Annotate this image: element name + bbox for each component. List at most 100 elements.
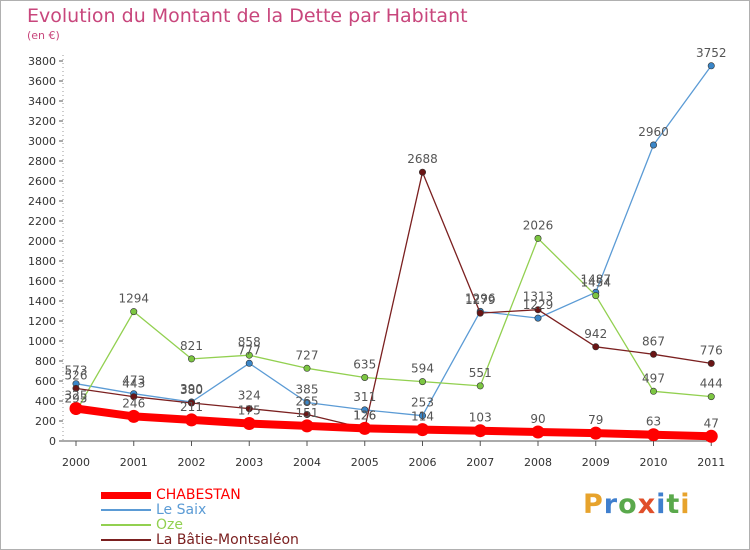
data-point [476, 382, 484, 390]
y-tick-label: 200 [35, 415, 56, 428]
legend-item-le-saix: Le Saix [101, 502, 206, 518]
x-tick-label: 2001 [120, 456, 148, 469]
legend-item-chabestan: CHABESTAN [101, 487, 241, 503]
y-tick-label: 600 [35, 375, 56, 388]
data-label: 858 [238, 335, 261, 349]
data-label: 727 [296, 348, 319, 362]
logo-letter: t [666, 489, 681, 520]
x-tick-label: 2009 [582, 456, 610, 469]
data-label: 380 [180, 383, 203, 397]
data-point [531, 425, 545, 439]
x-tick-label: 2008 [524, 456, 552, 469]
data-point [127, 409, 141, 423]
x-tick-label: 2011 [697, 456, 725, 469]
data-label: 1454 [580, 276, 611, 290]
data-point [300, 419, 314, 433]
data-label: 821 [180, 339, 203, 353]
data-label: 942 [584, 327, 607, 341]
logo-letter: x [637, 489, 657, 520]
data-point [69, 402, 83, 415]
data-label: 551 [469, 366, 492, 380]
data-label: 295 [65, 392, 88, 406]
data-point [647, 428, 660, 442]
data-label: 63 [646, 415, 661, 429]
data-point [358, 421, 372, 435]
series-layer [69, 62, 718, 443]
legend-item-oze: Oze [101, 517, 183, 533]
x-tick-label: 2010 [640, 456, 668, 469]
data-label: 1294 [118, 292, 149, 306]
x-tick-label: 2005 [351, 456, 379, 469]
y-tick-label: 2200 [28, 215, 56, 228]
data-point [534, 314, 542, 322]
x-tick-label: 2006 [409, 456, 437, 469]
data-point [649, 350, 657, 358]
y-tick-label: 3200 [28, 115, 56, 128]
data-point [534, 234, 542, 242]
y-tick-label: 3600 [28, 75, 56, 88]
y-tick-label: 1200 [28, 315, 56, 328]
x-tick-label: 2000 [62, 456, 90, 469]
logo-letter: o [618, 489, 638, 520]
data-point [649, 387, 657, 395]
y-tick-label: 1800 [28, 255, 56, 268]
data-label: 2960 [638, 125, 669, 139]
data-point [707, 393, 715, 401]
data-label: 2026 [523, 218, 554, 232]
data-point [476, 309, 484, 317]
y-tick-label: 2800 [28, 155, 56, 168]
data-point [361, 373, 369, 381]
data-label: 47 [704, 416, 719, 430]
data-label: 1279 [465, 293, 496, 307]
data-point [130, 308, 138, 316]
data-label: 776 [700, 343, 723, 357]
data-label: 1296 [465, 291, 496, 305]
data-label: 390 [180, 382, 203, 396]
data-label: 573 [65, 364, 88, 378]
series-line-1 [75, 65, 712, 417]
legend-label-oze: Oze [156, 517, 183, 533]
logo-letter: P [583, 489, 604, 520]
data-point [704, 429, 718, 443]
y-tick-label: 1000 [28, 335, 56, 348]
data-point [303, 410, 311, 418]
axes: 0 200 400 600 800 1000 1200 1400 1600 1800 2000 220… [28, 55, 725, 469]
y-tick-label: 800 [35, 355, 56, 368]
data-point [245, 405, 253, 413]
legend-label-la-batie-montsaleon: La Bâtie-Montsaléon [156, 532, 299, 548]
series-line-3 [75, 171, 712, 430]
data-point [188, 399, 196, 407]
data-label: 443 [122, 377, 145, 391]
data-point [361, 406, 369, 414]
data-point [188, 355, 196, 363]
data-label: 246 [122, 396, 145, 410]
data-point [418, 412, 426, 420]
data-label: 90 [530, 412, 545, 426]
data-label: 324 [238, 389, 261, 403]
data-point [418, 378, 426, 386]
data-label: 151 [296, 406, 319, 420]
logo-letter: r [603, 489, 619, 520]
x-tick-label: 2002 [178, 456, 206, 469]
data-label: 635 [353, 358, 376, 372]
data-point [707, 359, 715, 367]
proxiti-logo: Proxiti [583, 489, 691, 520]
data-point [473, 424, 487, 438]
legend-item-la-batie-montsaleon: La Bâtie-Montsaléon [101, 532, 299, 548]
data-point [589, 426, 603, 440]
data-point [245, 359, 253, 367]
data-label: 265 [296, 395, 319, 409]
data-label: 311 [353, 390, 376, 404]
data-label: 497 [642, 371, 665, 385]
logo-letter: i [656, 489, 667, 520]
data-point [592, 343, 600, 351]
x-tick-label: 2003 [235, 456, 263, 469]
data-label: 1229 [523, 298, 554, 312]
y-tick-label: 0 [49, 435, 56, 448]
data-label: 1487 [580, 272, 611, 286]
legend-swatch-le-saix [101, 509, 151, 511]
data-label: 444 [700, 377, 723, 391]
logo-letter: i [680, 489, 691, 520]
